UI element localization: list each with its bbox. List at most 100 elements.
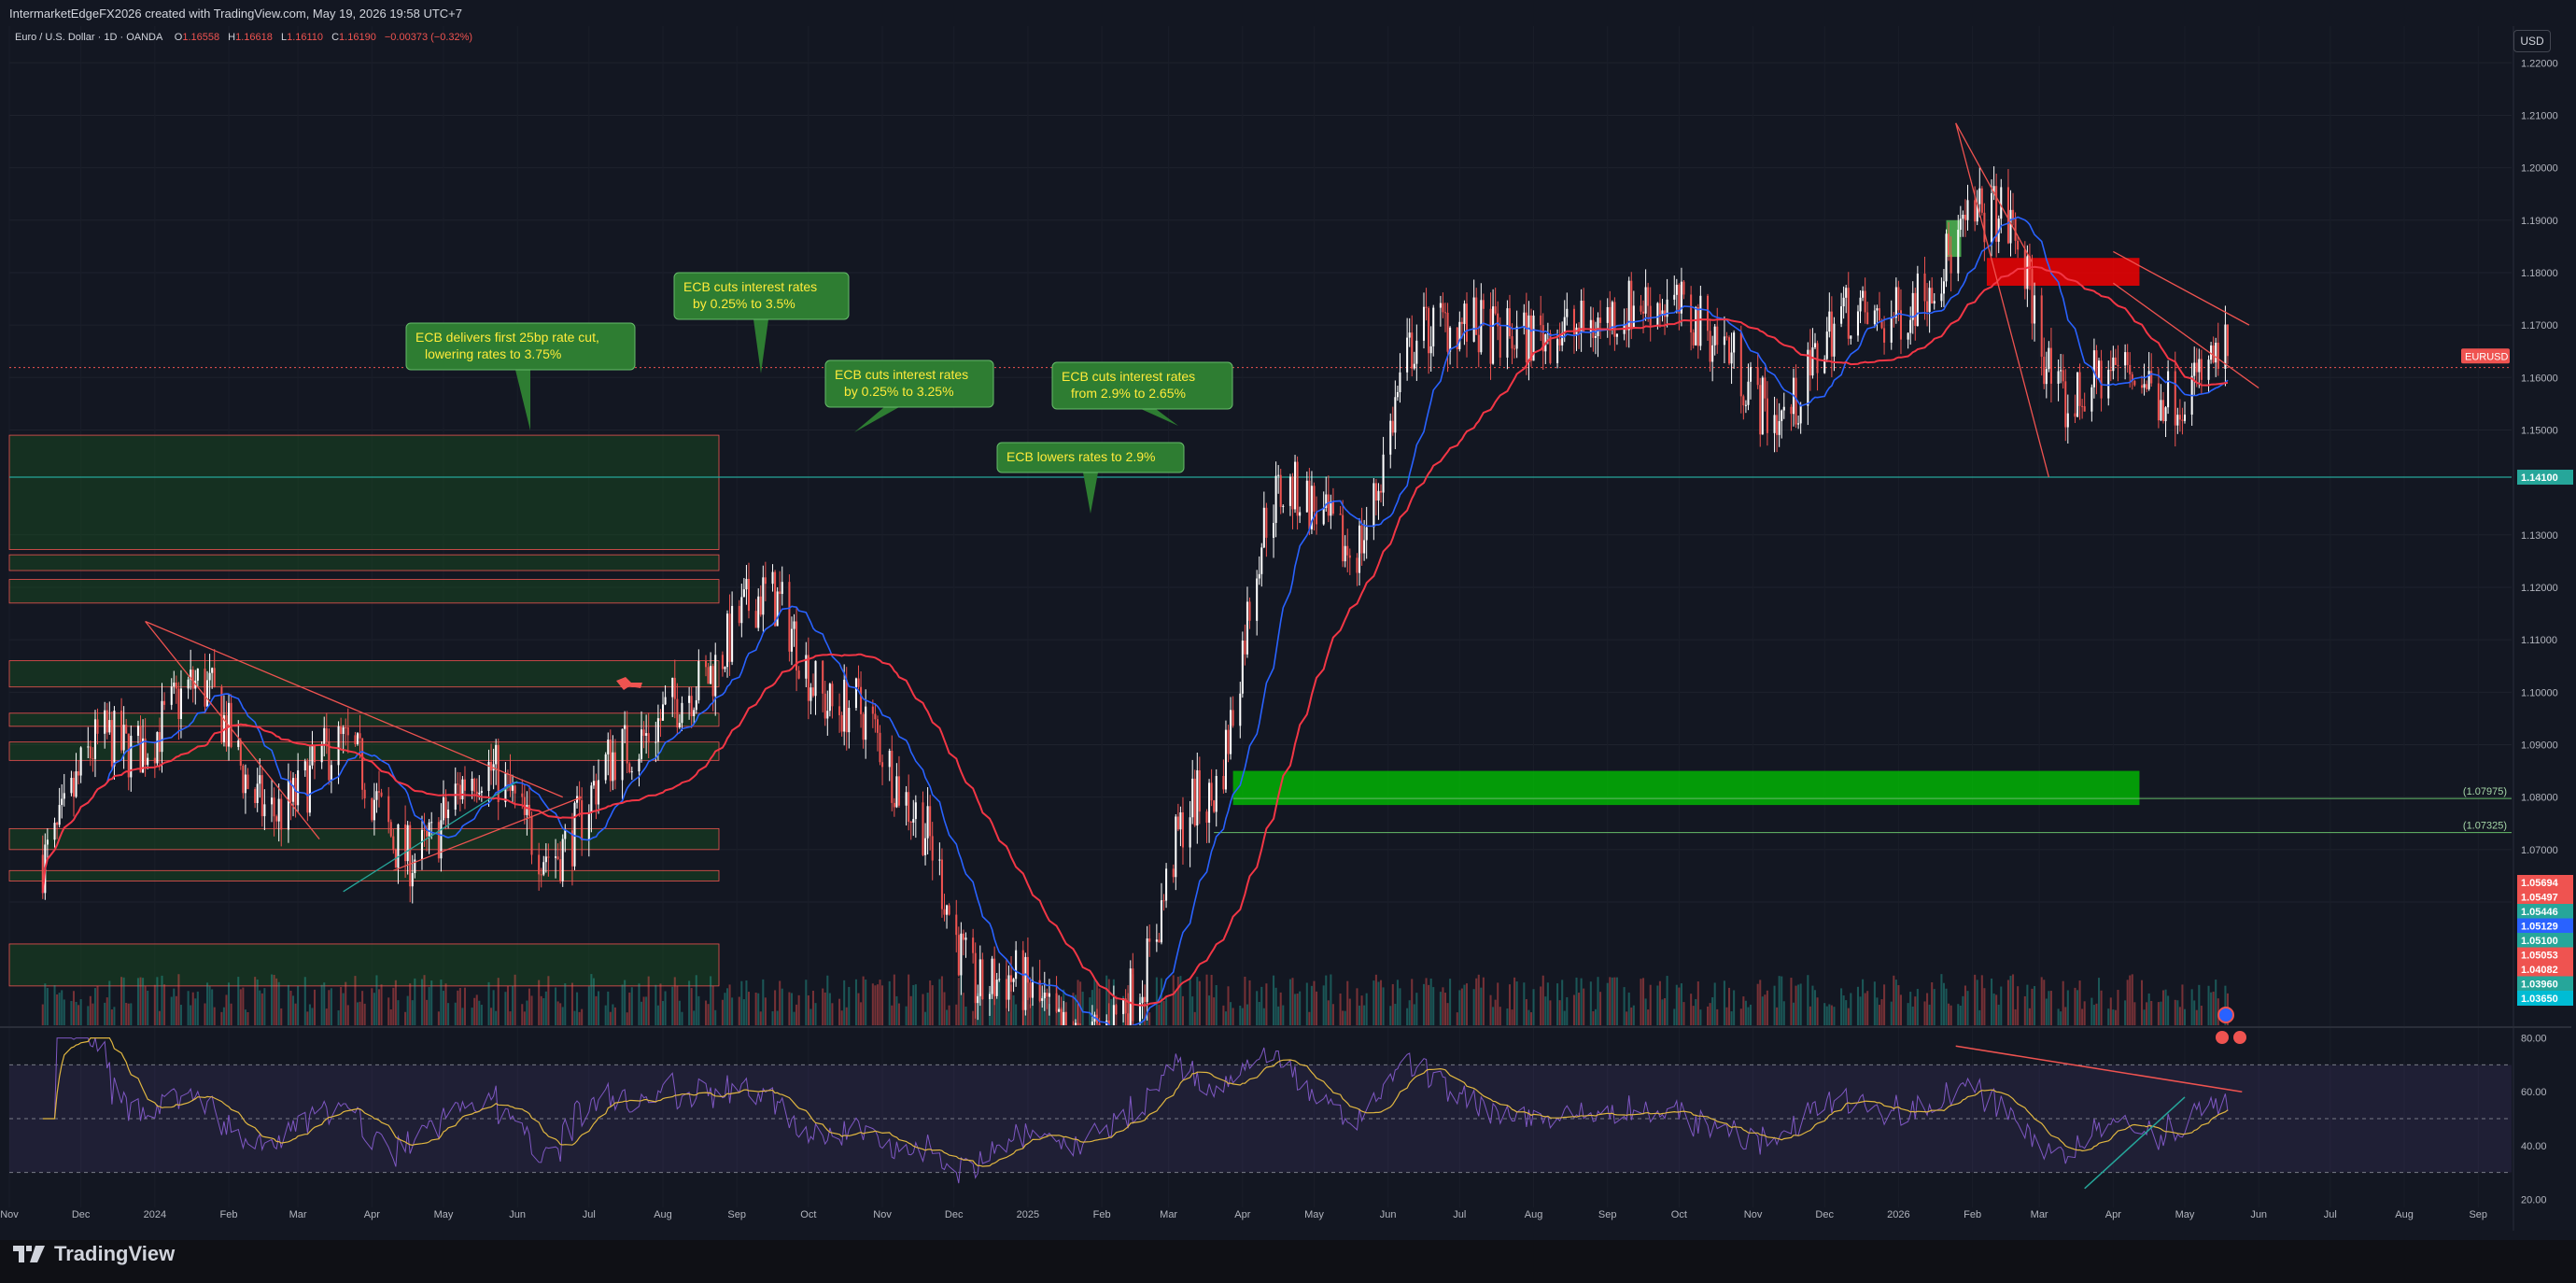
volume-bar — [1224, 1011, 1227, 1025]
volume-bar — [587, 986, 590, 1025]
currency-button[interactable]: USD — [2513, 30, 2551, 52]
time-tick-label: Feb — [1964, 1209, 1981, 1220]
volume-bar — [561, 1007, 564, 1025]
candle-body — [1825, 331, 1828, 360]
candle-body — [1165, 868, 1168, 901]
candle-body — [742, 589, 745, 598]
volume-bar — [1816, 997, 1819, 1025]
volume-bar — [688, 980, 691, 1025]
candle-body — [2210, 345, 2213, 360]
candle-body — [695, 699, 697, 711]
candle-body — [377, 791, 381, 793]
candle-body — [437, 822, 440, 859]
candle-body — [2226, 324, 2229, 357]
volume-bar — [1749, 1004, 1753, 1025]
candle-body — [922, 802, 924, 855]
candle-body — [1606, 306, 1609, 323]
volume-bar — [280, 1008, 283, 1025]
candle-body — [1942, 281, 1945, 294]
volume-bar — [926, 993, 929, 1025]
volume-bar — [1010, 984, 1013, 1025]
volume-bar — [822, 988, 824, 1025]
side-price-label: 1.05446 — [2521, 907, 2558, 918]
volume-bar — [1799, 983, 1802, 1025]
candle-body — [1363, 540, 1366, 554]
candle-body — [1241, 641, 1244, 694]
level-label: 1.14100 — [2521, 472, 2558, 484]
candle-body — [1222, 775, 1225, 790]
volume-bar — [695, 975, 697, 1025]
side-price-label-bg — [2517, 918, 2573, 934]
volume-bar — [1165, 996, 1168, 1025]
volume-bar — [46, 988, 49, 1025]
candle-body — [1761, 377, 1764, 435]
volume-bar — [2195, 1009, 2198, 1025]
volume-bar — [1773, 985, 1776, 1025]
chart-area[interactable]: ECB delivers first 25bp rate cut, lowerin… — [0, 26, 2576, 1240]
candle-body — [1015, 950, 1018, 980]
candle-body — [764, 577, 767, 585]
volume-bar — [1415, 993, 1418, 1025]
high-label: H — [228, 32, 235, 43]
candle-body — [2109, 370, 2112, 372]
volume-bar — [1976, 980, 1978, 1025]
candle-body — [246, 774, 249, 790]
volume-bar — [204, 1003, 206, 1025]
trendline — [2113, 250, 2250, 326]
candle-body — [2045, 369, 2048, 385]
volume-bar — [938, 979, 941, 1025]
volume-bar — [613, 1007, 616, 1025]
candle-body — [556, 856, 559, 860]
volume-bar — [1072, 993, 1075, 1025]
candle-body — [721, 655, 724, 670]
volume-bar — [728, 984, 731, 1025]
volume-bar — [323, 982, 326, 1025]
candle-body — [1213, 800, 1216, 812]
volume-bar — [2109, 997, 2112, 1025]
volume-bar — [797, 994, 800, 1025]
tradingview-logo: TradingView — [13, 1242, 175, 1266]
candle-body — [1406, 337, 1409, 373]
candle-body — [776, 591, 779, 627]
candle-body — [724, 667, 726, 670]
volume-bar — [630, 987, 633, 1025]
candle-body — [725, 613, 729, 668]
time-tick-label: Feb — [220, 1209, 238, 1220]
candle-body — [228, 702, 231, 747]
candle-body — [442, 797, 444, 821]
candle-body — [943, 909, 946, 915]
candle-body — [1527, 315, 1530, 363]
candle-body — [938, 859, 941, 861]
time-tick-label: Aug — [2395, 1209, 2414, 1220]
side-price-label: 1.05100 — [2521, 936, 2558, 947]
callout-text: ECB delivers first 25bp rate cut, — [415, 330, 599, 345]
volume-bar — [895, 995, 898, 1025]
candle-body — [960, 933, 963, 976]
candle-body — [845, 679, 848, 733]
support-zone — [8, 827, 720, 851]
candle-body — [1911, 292, 1914, 320]
volume-bar — [1215, 984, 1218, 1025]
volume-bar — [1950, 1005, 1952, 1025]
volume-bar — [1809, 1006, 1811, 1025]
candle-body — [626, 725, 628, 764]
candle-body — [1230, 710, 1232, 754]
volume-bar — [1880, 999, 1883, 1025]
volume-bar — [179, 1005, 182, 1025]
volume-bar — [2012, 974, 2015, 1025]
volume-bar — [175, 995, 177, 1025]
volume-bar — [490, 1008, 493, 1025]
callout-pointer — [515, 370, 530, 430]
price-chart[interactable]: ECB delivers first 25bp rate cut,lowerin… — [0, 26, 2576, 1240]
candle-body — [865, 706, 867, 740]
candle-body — [1399, 372, 1401, 392]
candle-body — [1246, 601, 1248, 655]
candle-body — [909, 822, 912, 824]
volume-bar — [1327, 1000, 1330, 1025]
candle-body — [1389, 420, 1392, 455]
time-tick-label: Mar — [1160, 1209, 1177, 1220]
candle-body — [225, 714, 228, 747]
volume-bar — [1208, 995, 1211, 1025]
volume-bar — [2224, 985, 2227, 1025]
candle-body — [144, 738, 147, 766]
